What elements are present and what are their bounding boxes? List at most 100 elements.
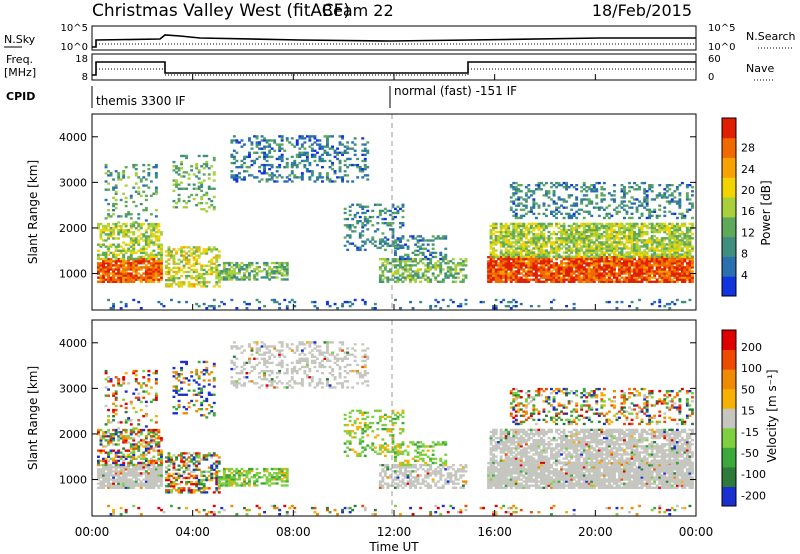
power-cell bbox=[640, 181, 644, 185]
power-cell bbox=[633, 249, 637, 252]
power-cell bbox=[142, 247, 146, 250]
power-cell bbox=[107, 225, 111, 228]
power-cell bbox=[643, 272, 647, 275]
power-cell bbox=[645, 270, 649, 273]
power-cell bbox=[255, 268, 259, 271]
power-cell bbox=[514, 262, 518, 265]
power-cell bbox=[114, 247, 118, 250]
power-cell bbox=[552, 190, 556, 193]
power-cell bbox=[192, 173, 196, 176]
power-cell bbox=[305, 157, 309, 161]
power-cell bbox=[235, 166, 239, 169]
velocity-cell bbox=[102, 470, 106, 473]
power-cell bbox=[298, 135, 302, 138]
power-cell bbox=[534, 264, 538, 267]
power-cell bbox=[225, 272, 229, 275]
power-cell bbox=[680, 300, 684, 304]
power-cell bbox=[680, 280, 684, 283]
power-cell bbox=[192, 268, 196, 272]
power-cell bbox=[285, 176, 289, 179]
power-cell bbox=[285, 268, 289, 271]
power-cell bbox=[580, 268, 584, 271]
power-cell bbox=[129, 225, 133, 228]
power-cell bbox=[165, 254, 168, 257]
power-cell bbox=[550, 224, 553, 228]
power-cell bbox=[117, 280, 121, 283]
power-cell bbox=[124, 229, 128, 232]
velocity-cell bbox=[122, 468, 126, 471]
power-cell bbox=[585, 243, 589, 246]
power-cell bbox=[620, 272, 624, 275]
velocity-cell bbox=[119, 478, 123, 481]
power-cell bbox=[517, 241, 521, 244]
power-cell bbox=[195, 250, 199, 253]
velocity-cell bbox=[114, 470, 118, 473]
power-cell bbox=[243, 157, 246, 161]
power-cell bbox=[207, 206, 211, 209]
power-cell bbox=[232, 161, 236, 165]
velocity-cell bbox=[99, 437, 103, 440]
power-cell bbox=[134, 270, 138, 273]
power-cell bbox=[560, 276, 564, 279]
power-cell bbox=[542, 276, 546, 279]
power-cell bbox=[285, 264, 289, 267]
power-cell bbox=[243, 278, 246, 281]
power-cell bbox=[504, 266, 508, 269]
power-cell bbox=[172, 169, 176, 172]
power-cell bbox=[618, 230, 621, 234]
velocity-cell bbox=[134, 470, 138, 473]
power-cell bbox=[673, 245, 677, 248]
power-cell bbox=[640, 253, 644, 256]
power-cell bbox=[160, 270, 163, 273]
power-cell bbox=[122, 231, 126, 234]
power-cell bbox=[628, 272, 632, 275]
power-cell bbox=[522, 260, 526, 263]
power-cell bbox=[529, 260, 533, 263]
power-cell bbox=[650, 266, 654, 269]
power-cell bbox=[529, 194, 533, 197]
power-cell bbox=[643, 268, 647, 271]
power-cell bbox=[389, 262, 392, 265]
power-cell bbox=[114, 225, 118, 228]
power-cell bbox=[207, 185, 211, 188]
power-cell bbox=[658, 226, 662, 230]
power-cell bbox=[572, 260, 576, 263]
power-cell bbox=[545, 264, 548, 267]
power-cell bbox=[109, 235, 113, 238]
power-cell bbox=[575, 260, 579, 263]
power-cell bbox=[383, 248, 387, 252]
power-cell bbox=[144, 253, 148, 257]
power-cell bbox=[534, 274, 538, 277]
power-cell bbox=[119, 266, 123, 269]
power-cell bbox=[595, 260, 599, 263]
power-cell bbox=[122, 222, 126, 226]
power-cell bbox=[620, 262, 624, 265]
power-cell bbox=[195, 187, 199, 190]
power-cell bbox=[555, 212, 559, 216]
power-cell bbox=[613, 239, 616, 242]
power-cell bbox=[522, 249, 526, 252]
velocity-cell bbox=[117, 484, 121, 487]
power-cell bbox=[464, 298, 468, 302]
power-cell bbox=[509, 274, 513, 277]
velocity-cell bbox=[129, 478, 133, 481]
power-cell bbox=[507, 278, 511, 281]
power-cell bbox=[670, 233, 674, 236]
power-cell bbox=[562, 206, 566, 209]
power-cell bbox=[310, 172, 314, 175]
velocity-cell bbox=[152, 470, 156, 473]
power-cell bbox=[459, 270, 463, 273]
power-cell bbox=[160, 266, 163, 269]
power-cell bbox=[547, 196, 551, 199]
power-cell bbox=[318, 155, 322, 159]
power-cell bbox=[565, 243, 569, 246]
power-cell bbox=[378, 268, 382, 271]
power-cell bbox=[691, 216, 694, 220]
power-cell bbox=[416, 241, 420, 244]
power-cell bbox=[127, 278, 131, 281]
power-cell bbox=[414, 274, 418, 277]
power-cell bbox=[154, 174, 158, 177]
power-cell bbox=[210, 199, 214, 203]
power-cell bbox=[630, 206, 634, 209]
power-cell bbox=[650, 235, 654, 238]
